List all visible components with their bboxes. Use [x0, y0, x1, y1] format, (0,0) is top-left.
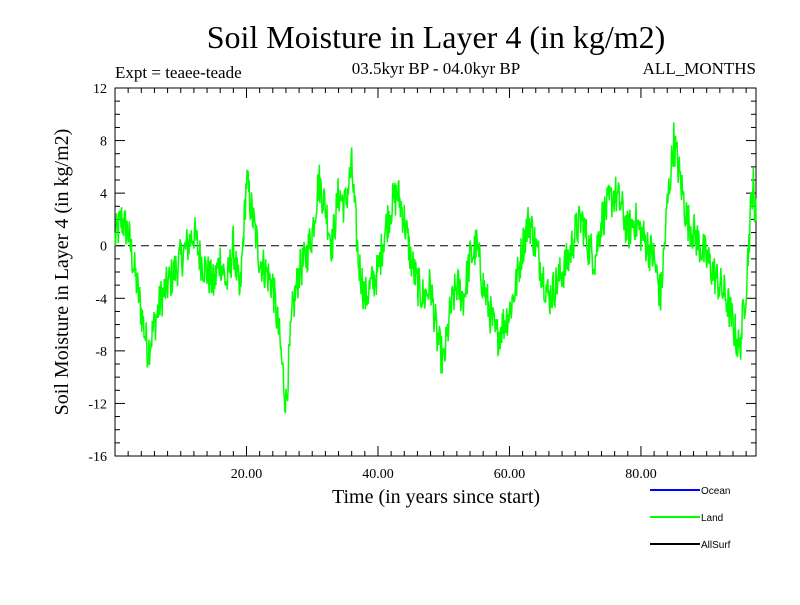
chart-title: Soil Moisture in Layer 4 (in kg/m2): [207, 19, 666, 55]
y-tick-label: -16: [88, 450, 107, 465]
y-tick-label: 0: [100, 240, 107, 255]
y-tick-label: 8: [100, 135, 107, 150]
y-tick-label: -8: [95, 345, 107, 360]
legend-label-ocean: Ocean: [701, 486, 730, 497]
y-tick-label: 12: [93, 82, 107, 97]
y-tick-label: -12: [88, 397, 107, 412]
y-tick-label: -4: [95, 292, 107, 307]
legend-label-land: Land: [701, 513, 723, 524]
experiment-label: Expt = teaee-teade: [115, 63, 242, 82]
x-tick-label: 40.00: [362, 467, 394, 482]
legend: Ocean Land AllSurf: [650, 486, 731, 551]
period-label: 03.5kyr BP - 04.0kyr BP: [352, 59, 520, 78]
x-tick-label: 20.00: [231, 467, 263, 482]
x-tick-label: 60.00: [494, 467, 526, 482]
series-line-land: [114, 122, 757, 415]
months-label: ALL_MONTHS: [643, 59, 756, 78]
plot-area: -16 -12 -8 -4 0 4 8 12 20.00 40.00 60.00 80.00: [88, 82, 757, 482]
y-axis-label: Soil Moisture in Layer 4 (in kg/m2): [51, 129, 73, 416]
x-axis-label: Time (in years since start): [332, 486, 540, 508]
legend-label-allsurf: AllSurf: [701, 540, 731, 551]
y-tick-label: 4: [100, 187, 107, 202]
x-tick-label: 80.00: [625, 467, 657, 482]
